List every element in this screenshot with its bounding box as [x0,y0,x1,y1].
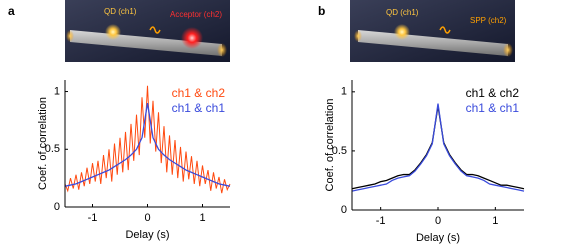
legend-entry: ch1 & ch2 [172,86,226,100]
legend-entry: ch1 & ch1 [172,101,226,115]
y-tick-label: 1 [54,85,60,97]
line [64,102,231,187]
x-tick-label: -1 [88,212,98,224]
x-axis-label: Delay (s) [125,229,169,241]
line [351,105,525,190]
legend-entry: ch1 & ch1 [466,101,520,115]
panel-label: a [8,4,15,18]
x-tick-label: 1 [199,212,205,224]
inset-label: Acceptor (ch2) [170,10,222,19]
x-axis-label: Delay (s) [416,232,460,244]
line [64,85,231,194]
y-tick-label: 0 [341,204,347,216]
y-axis-label: Coef. of correlation [324,99,336,192]
inset-a: QD (ch1) Acceptor (ch2) [65,0,230,62]
panel-label: b [318,4,325,18]
x-tick-label: -1 [376,215,386,227]
y-tick-label: 1 [341,86,347,98]
inset-b: QD (ch1) SPP (ch2) [350,0,515,62]
x-tick-label: 0 [435,215,441,227]
legend-entry: ch1 & ch2 [466,86,520,100]
inset-label: QD (ch1) [386,8,419,17]
x-tick-label: 0 [144,212,150,224]
x-tick-label: 1 [492,215,498,227]
y-tick-label: 0 [54,201,60,213]
line [351,103,525,192]
inset-label: SPP (ch2) [470,16,507,25]
inset-label: QD (ch1) [104,7,137,16]
y-axis-label: Coef. of correlation [37,97,49,190]
y-tick-label: 0.5 [45,143,60,155]
y-tick-label: 0.5 [332,145,347,157]
